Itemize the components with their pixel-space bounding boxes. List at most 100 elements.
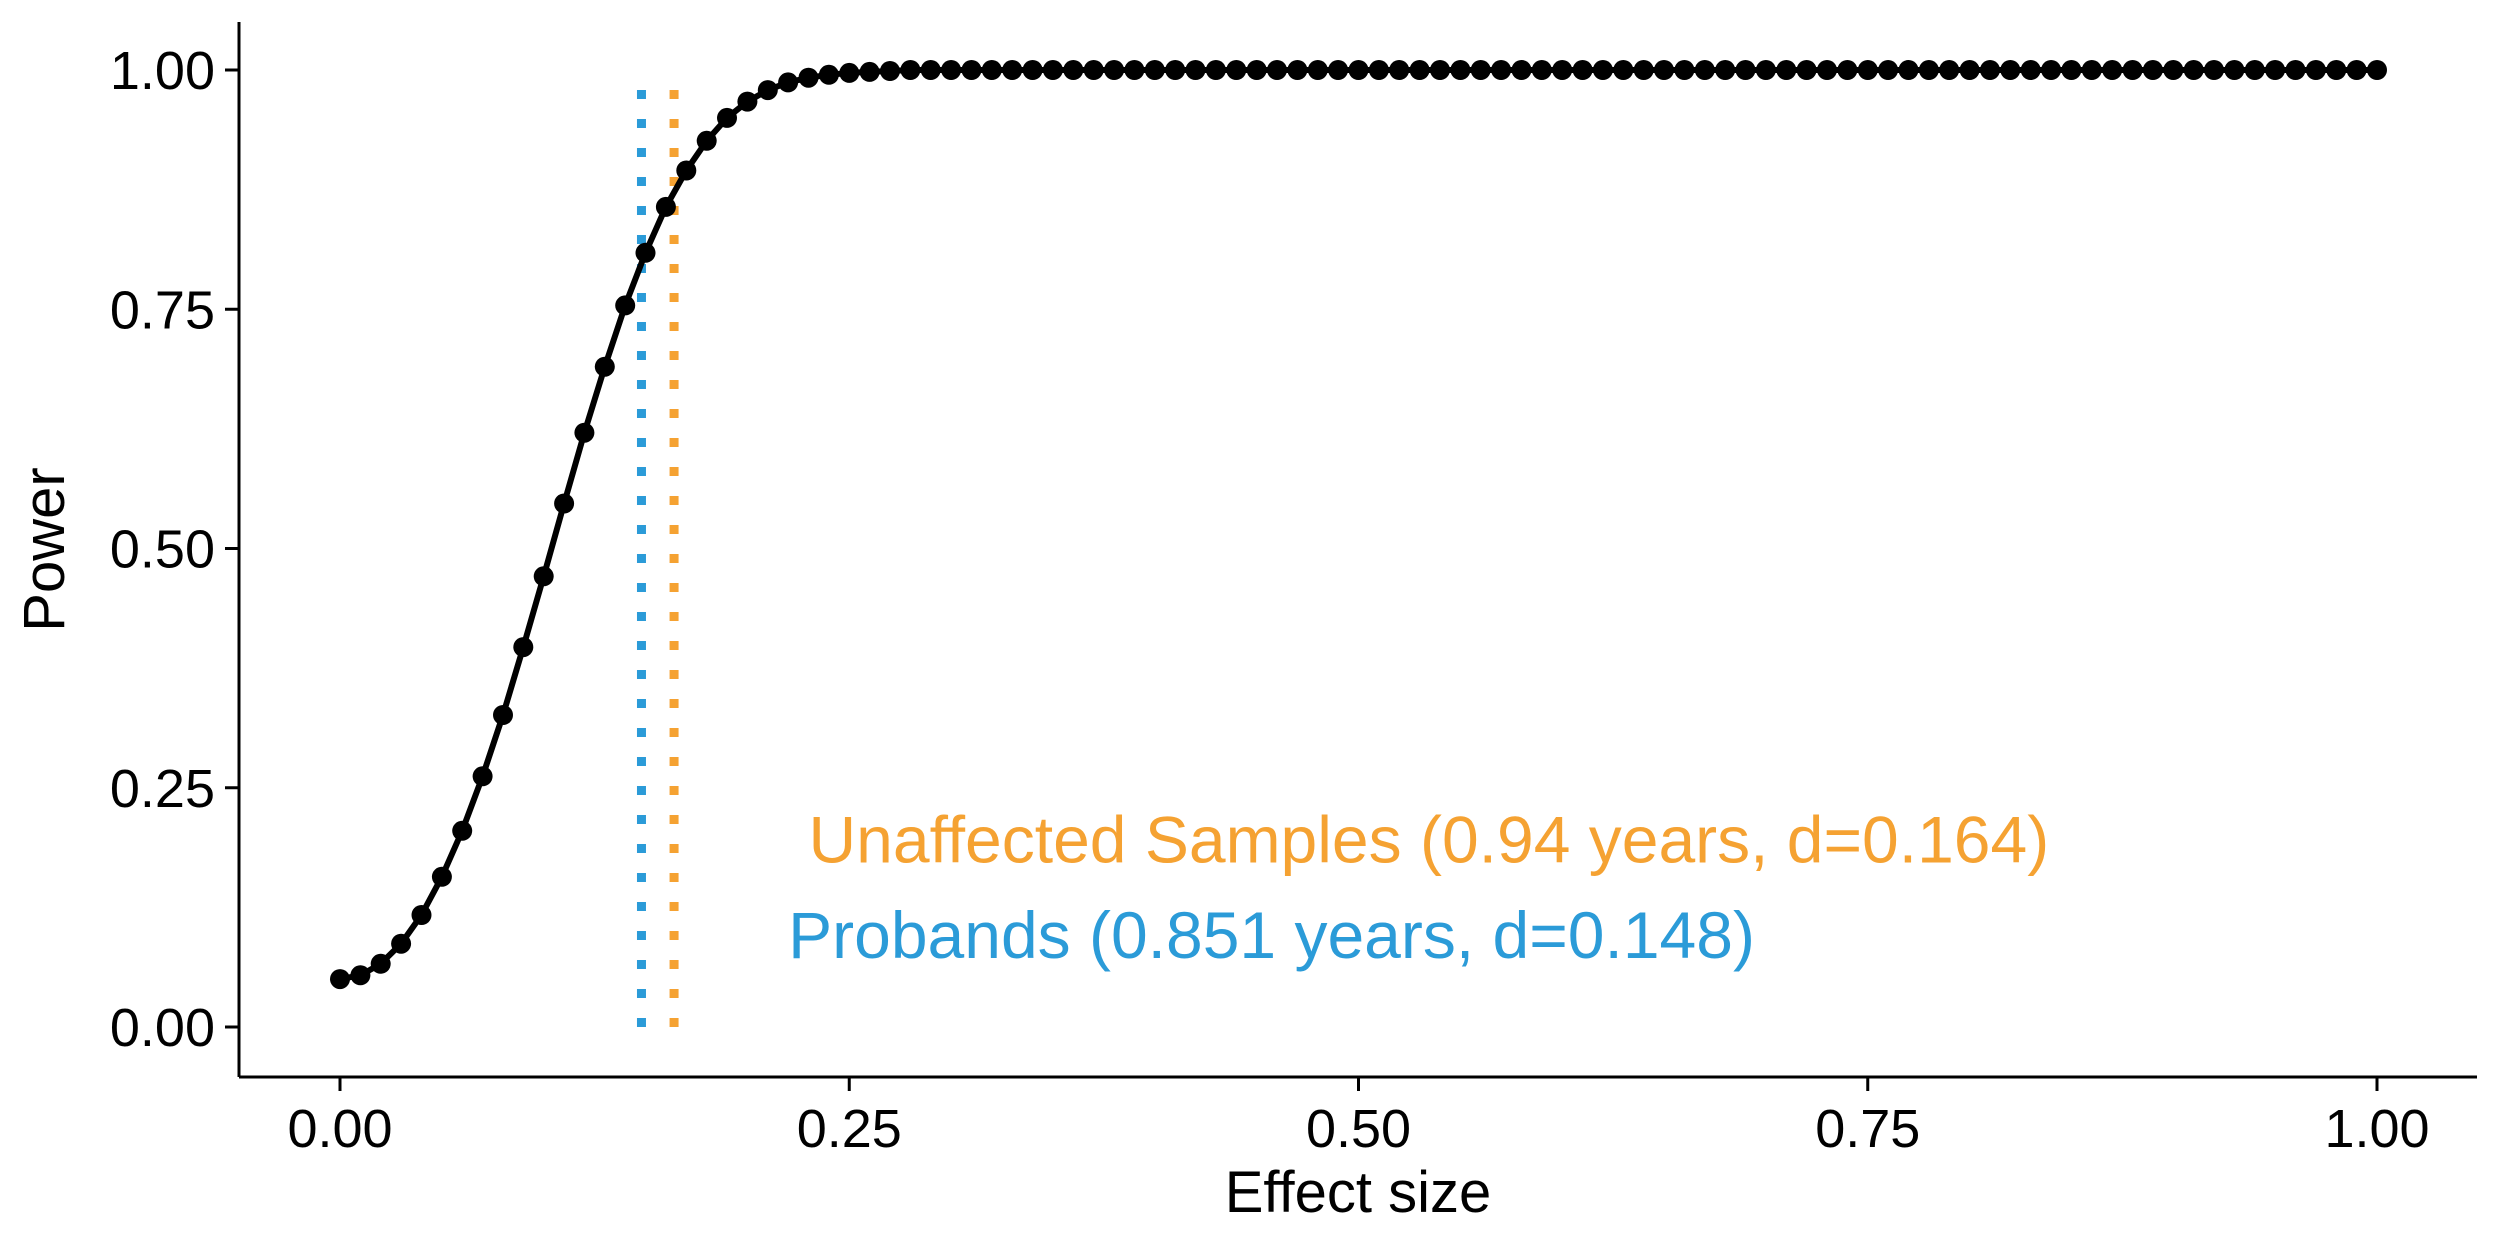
data-point bbox=[1165, 60, 1186, 80]
data-point bbox=[1450, 60, 1471, 80]
data-point bbox=[370, 953, 391, 974]
probands-annotation: Probands (0.851 years, d=0.148) bbox=[788, 898, 1755, 972]
data-point bbox=[1755, 60, 1776, 80]
data-point bbox=[1511, 60, 1532, 80]
annotations-layer: Unaffected Samples (0.94 years, d=0.164)… bbox=[788, 802, 2049, 972]
data-point bbox=[2367, 60, 2387, 80]
data-point bbox=[1572, 60, 1593, 80]
data-point bbox=[1959, 60, 1980, 80]
data-point bbox=[1144, 60, 1165, 80]
data-point bbox=[2224, 60, 2245, 80]
data-point bbox=[1267, 60, 1287, 80]
data-point bbox=[2102, 60, 2123, 80]
data-point bbox=[1328, 60, 1349, 80]
x-tick-label: 0.25 bbox=[797, 1099, 902, 1159]
data-point bbox=[533, 566, 554, 587]
data-point bbox=[757, 80, 778, 101]
x-axis-title: Effect size bbox=[1225, 1160, 1492, 1225]
data-point bbox=[1694, 60, 1715, 80]
unaffected-samples-annotation: Unaffected Samples (0.94 years, d=0.164) bbox=[809, 802, 2050, 876]
data-point bbox=[1552, 60, 1573, 80]
data-point bbox=[554, 493, 575, 514]
data-point bbox=[900, 60, 921, 80]
data-point bbox=[350, 965, 371, 986]
data-point bbox=[1796, 60, 1817, 80]
data-point bbox=[493, 705, 513, 725]
data-point bbox=[798, 67, 819, 88]
data-point bbox=[1430, 60, 1450, 80]
data-point bbox=[411, 905, 432, 925]
data-point bbox=[1002, 60, 1023, 80]
data-point bbox=[2020, 60, 2041, 80]
data-point bbox=[1226, 60, 1247, 80]
data-point bbox=[452, 820, 473, 841]
data-point bbox=[1898, 60, 1919, 80]
data-point bbox=[513, 637, 534, 658]
x-tick-label: 0.00 bbox=[287, 1099, 392, 1159]
data-point bbox=[391, 933, 412, 954]
y-tick-label: 0.25 bbox=[110, 759, 215, 819]
data-point bbox=[1307, 60, 1328, 80]
data-point bbox=[920, 60, 941, 80]
data-point bbox=[1104, 60, 1125, 80]
data-point bbox=[1389, 60, 1410, 80]
data-point bbox=[778, 72, 799, 93]
data-point bbox=[330, 969, 350, 990]
data-point bbox=[2122, 60, 2143, 80]
data-point bbox=[2346, 60, 2367, 80]
y-axis-title: Power bbox=[12, 467, 77, 631]
y-tick-label: 0.00 bbox=[110, 998, 215, 1058]
data-point bbox=[1613, 60, 1634, 80]
data-point bbox=[818, 64, 839, 85]
data-point bbox=[859, 61, 880, 82]
data-point bbox=[2163, 60, 2184, 80]
data-point bbox=[1837, 60, 1858, 80]
data-point bbox=[1592, 60, 1613, 80]
data-point bbox=[1205, 60, 1226, 80]
data-point bbox=[1918, 60, 1939, 80]
data-point bbox=[2265, 60, 2286, 80]
data-point bbox=[880, 61, 900, 81]
data-point bbox=[635, 242, 656, 263]
data-point bbox=[1491, 60, 1512, 80]
data-point bbox=[2142, 60, 2163, 80]
data-point bbox=[1042, 60, 1063, 80]
data-point bbox=[1022, 60, 1043, 80]
data-point bbox=[615, 295, 636, 316]
x-tick-label: 0.75 bbox=[1815, 1099, 1920, 1159]
data-point bbox=[2305, 60, 2326, 80]
data-point bbox=[676, 160, 697, 181]
data-point bbox=[1287, 60, 1308, 80]
y-tick-label: 1.00 bbox=[110, 41, 215, 101]
data-point bbox=[1980, 60, 2000, 80]
data-point bbox=[2285, 60, 2306, 80]
data-point bbox=[594, 356, 615, 377]
data-point bbox=[981, 60, 1002, 80]
data-point bbox=[1857, 60, 1878, 80]
data-point bbox=[1348, 60, 1369, 80]
data-point bbox=[2041, 60, 2062, 80]
data-point bbox=[1409, 60, 1430, 80]
data-point bbox=[1654, 60, 1674, 80]
data-point bbox=[2183, 60, 2204, 80]
axes-layer: 0.00 0.25 0.50 0.75 1.00 0.00 0.25 0.50 0.75 1.00 bbox=[110, 22, 2477, 1159]
x-tick-label: 1.00 bbox=[2324, 1099, 2429, 1159]
data-point bbox=[941, 60, 962, 80]
data-point bbox=[1674, 60, 1695, 80]
data-point bbox=[1470, 60, 1491, 80]
data-point bbox=[1715, 60, 1736, 80]
data-point bbox=[1531, 60, 1552, 80]
data-point bbox=[2204, 60, 2224, 80]
data-point bbox=[431, 866, 452, 887]
data-point bbox=[1246, 60, 1267, 80]
data-point bbox=[717, 107, 737, 128]
data-point bbox=[737, 91, 758, 112]
data-point bbox=[2244, 60, 2265, 80]
data-point bbox=[574, 422, 595, 443]
data-point bbox=[1817, 60, 1837, 80]
x-tick-label: 0.50 bbox=[1306, 1099, 1411, 1159]
data-point bbox=[655, 196, 676, 217]
data-point bbox=[1368, 60, 1389, 80]
